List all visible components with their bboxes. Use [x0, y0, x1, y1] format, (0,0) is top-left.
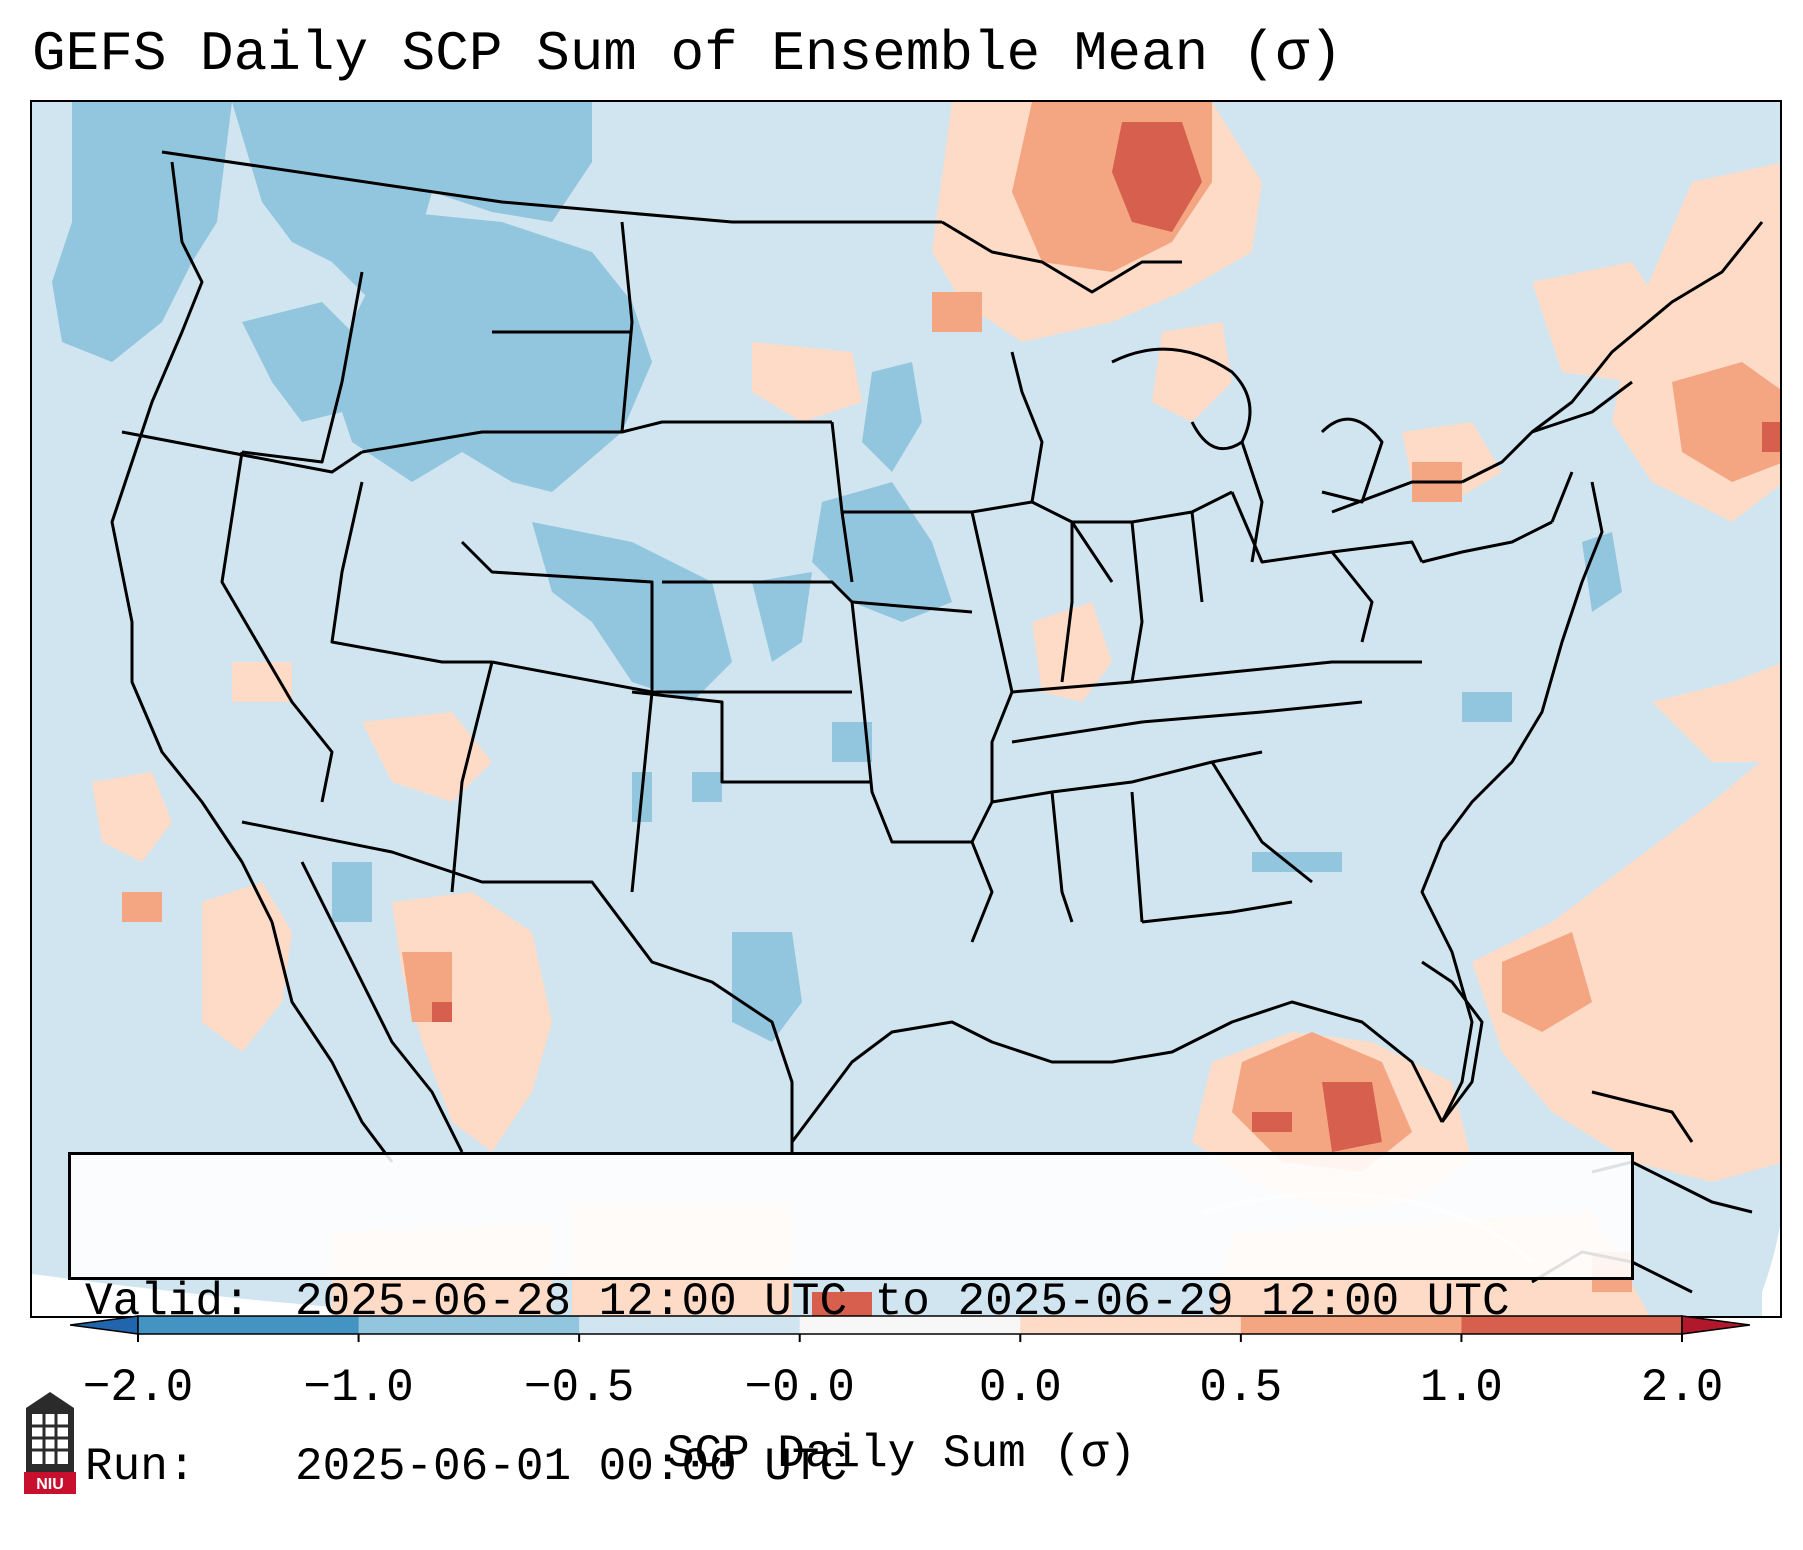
colorbar-tick-label: −0.5 [523, 1362, 635, 1414]
colorbar-tick-label: 2.0 [1640, 1362, 1724, 1414]
run-value: 2025-06-01 00:00 UTC [295, 1441, 848, 1493]
colorbar-bin [358, 1316, 580, 1334]
colorbar-under-extension [69, 1315, 139, 1335]
colorbar-tick-label: 0.5 [1199, 1362, 1283, 1414]
colorbar-bin [1240, 1316, 1462, 1334]
scp-map [30, 100, 1782, 1318]
colorbar [69, 1312, 1751, 1347]
colorbar-tick-label: −2.0 [82, 1362, 194, 1414]
colorbar-svg [69, 1315, 1751, 1342]
colorbar-tick-label: −0.0 [744, 1362, 855, 1414]
negative-anomaly-patches [52, 102, 1622, 1042]
colorbar-label: SCP Daily Sum (σ) [666, 1428, 1137, 1480]
colorbar-tick-label: 1.0 [1420, 1362, 1503, 1414]
colorbar-frame [137, 1315, 1683, 1335]
ocean-background [32, 102, 1780, 1316]
map-title: GEFS Daily SCP Sum of Ensemble Mean (σ) [32, 22, 1343, 86]
colorbar-over-extension [1681, 1315, 1751, 1335]
valid-run-info-box: Valid: 2025-06-28 12:00 UTC to 2025-06-29… [68, 1152, 1634, 1493]
colorbar-tick-label: 0.0 [978, 1362, 1062, 1414]
colorbar-bin [1461, 1316, 1683, 1334]
colorbar-bin [1020, 1316, 1242, 1334]
niu-logo-icon: NIU [24, 1392, 76, 1494]
colorbar-tick-label: −1.0 [303, 1362, 414, 1414]
colorbar-bin [579, 1316, 801, 1334]
logo-text: NIU [36, 1476, 64, 1493]
positive-anomaly-strong [432, 122, 1780, 1316]
run-label: Run: [85, 1441, 196, 1493]
run-line: Run: 2025-06-01 00:00 UTC [85, 1440, 1617, 1495]
colorbar-bin [138, 1316, 360, 1334]
map-canvas [32, 102, 1780, 1316]
colorbar-bin [799, 1316, 1021, 1334]
boundaries [110, 150, 1764, 1294]
